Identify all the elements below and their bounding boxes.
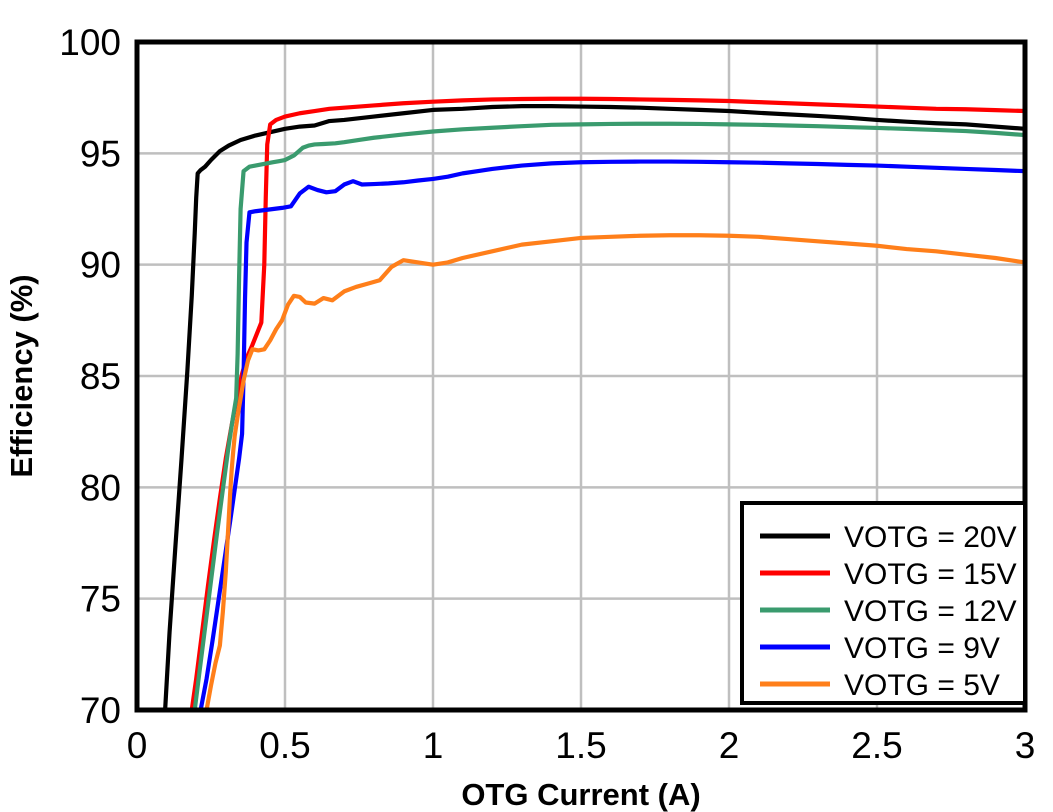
legend-item[interactable]: VOTG = 9V <box>760 632 1000 665</box>
legend-label: VOTG = 15V <box>844 558 1017 591</box>
chart-legend[interactable]: VOTG = 20V VOTG = 15V VOTG = 12V VOTG = 9V V… <box>740 501 1027 705</box>
legend-label: VOTG = 9V <box>844 632 1000 665</box>
y-tick-label: 95 <box>80 133 121 174</box>
legend-item[interactable]: VOTG = 20V <box>760 521 1017 554</box>
y-tick-label: 80 <box>80 467 121 508</box>
x-tick-label: 1 <box>423 725 444 766</box>
y-tick-label: 90 <box>80 245 121 286</box>
x-tick-label: 2 <box>719 725 740 766</box>
x-axis-title: OTG Current (A) <box>461 777 700 812</box>
plot-border <box>134 39 1028 713</box>
x-tick-label: 0 <box>127 725 148 766</box>
series-line-0 <box>163 104 1025 710</box>
y-tick-label: 85 <box>80 356 121 397</box>
y-tick-label: 75 <box>80 579 121 620</box>
x-tick-label: 0.5 <box>259 725 310 766</box>
legend-label: VOTG = 5V <box>844 669 1000 702</box>
legend-label: VOTG = 12V <box>844 595 1017 628</box>
x-tick-labels: 0 0.5 1 1.5 2 2.5 3 <box>127 725 1036 766</box>
x-tick-label: 2.5 <box>851 725 902 766</box>
x-tick-label: 3 <box>1015 725 1036 766</box>
y-tick-label: 70 <box>80 690 121 731</box>
legend-item[interactable]: VOTG = 12V <box>760 595 1017 628</box>
legend-item[interactable]: VOTG = 5V <box>760 669 1000 702</box>
y-tick-label: 100 <box>59 22 121 63</box>
series-lines <box>163 96 1025 710</box>
series-line-4 <box>204 233 1025 710</box>
y-axis-title: Efficiency (%) <box>4 274 39 477</box>
y-tick-labels: 70 75 80 85 90 95 100 <box>59 22 121 731</box>
series-line-2 <box>192 121 1025 710</box>
legend-label: VOTG = 20V <box>844 521 1017 554</box>
legend-item[interactable]: VOTG = 15V <box>760 558 1017 591</box>
plot-frame <box>134 39 1028 713</box>
x-tick-label: 1.5 <box>555 725 606 766</box>
